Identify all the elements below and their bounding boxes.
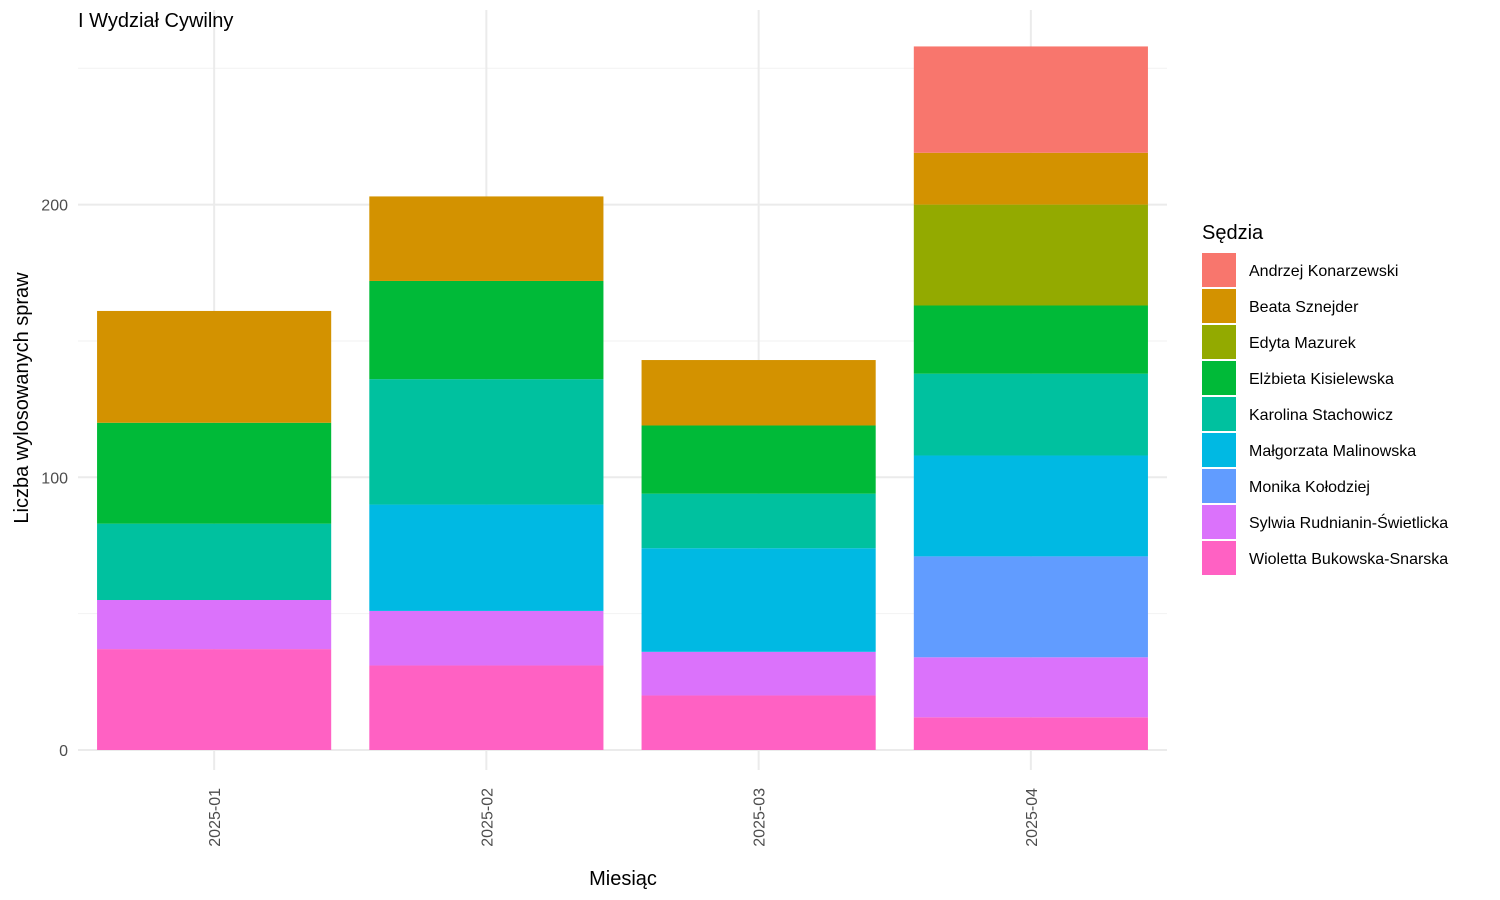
y-tick-label: 200	[41, 198, 68, 215]
bar-segment	[641, 493, 876, 549]
bar-segment	[369, 280, 604, 380]
bar-segment	[97, 310, 332, 423]
x-tick-label: 2025-02	[479, 788, 496, 847]
bar-segment	[369, 665, 604, 750]
legend-swatch	[1202, 397, 1236, 431]
legend-swatch	[1202, 325, 1236, 359]
bar-segment	[97, 600, 332, 650]
legend-label: Edyta Mazurek	[1249, 335, 1357, 352]
bar-segment	[913, 373, 1148, 456]
bar-segment	[913, 305, 1148, 374]
y-tick-label: 100	[41, 470, 68, 487]
bar-segment	[913, 556, 1148, 658]
bar-segment	[641, 360, 876, 426]
bar-segment	[369, 379, 604, 505]
legend-label: Elżbieta Kisielewska	[1249, 371, 1394, 388]
bar-segment	[641, 548, 876, 652]
bar-segment	[369, 504, 604, 611]
bar-segment	[913, 455, 1148, 557]
legend-label: Karolina Stachowicz	[1249, 407, 1393, 424]
legend-swatch	[1202, 541, 1236, 575]
legend-label: Sylwia Rudnianin-Świetlicka	[1249, 513, 1448, 532]
legend-swatch	[1202, 289, 1236, 323]
bar-segment	[913, 657, 1148, 718]
legend-label: Wioletta Bukowska-Snarska	[1249, 551, 1448, 568]
legend-swatch	[1202, 361, 1236, 395]
bar-segment	[97, 422, 332, 524]
bar-segment	[641, 695, 876, 750]
bar-segment	[913, 204, 1148, 306]
bar-segment	[913, 152, 1148, 205]
y-axis-title: Liczba wylosowanych spraw	[11, 272, 33, 524]
legend-swatch	[1202, 253, 1236, 287]
legend-swatch	[1202, 469, 1236, 503]
bar-segment	[641, 651, 876, 696]
chart-title: I Wydział Cywilny	[78, 10, 233, 32]
x-tick-label: 2025-04	[1024, 788, 1041, 847]
legend-title: Sędzia	[1202, 222, 1264, 244]
axes: 0 100 200 2025-01 2025-02 2025-03 2025-04	[41, 198, 1041, 847]
bar-segment	[369, 196, 604, 281]
x-tick-label: 2025-03	[752, 788, 769, 847]
y-tick-label: 0	[59, 743, 68, 760]
legend: Sędzia Andrzej Konarzewski Beata Sznejder…	[1202, 222, 1448, 575]
bar-segment	[913, 717, 1148, 750]
bar-segment	[913, 46, 1148, 153]
legend-swatch	[1202, 433, 1236, 467]
x-axis-title: Miesiąc	[589, 868, 657, 890]
legend-swatch	[1202, 505, 1236, 539]
legend-label: Monika Kołodziej	[1249, 479, 1370, 496]
legend-label: Beata Sznejder	[1249, 299, 1359, 316]
bar-segment	[641, 425, 876, 494]
bars	[97, 46, 1148, 750]
bar-segment	[97, 523, 332, 601]
legend-label: Andrzej Konarzewski	[1249, 263, 1398, 280]
bar-segment	[369, 610, 604, 666]
x-tick-label: 2025-01	[207, 788, 224, 847]
legend-label: Małgorzata Malinowska	[1249, 443, 1416, 460]
bar-segment	[97, 649, 332, 750]
